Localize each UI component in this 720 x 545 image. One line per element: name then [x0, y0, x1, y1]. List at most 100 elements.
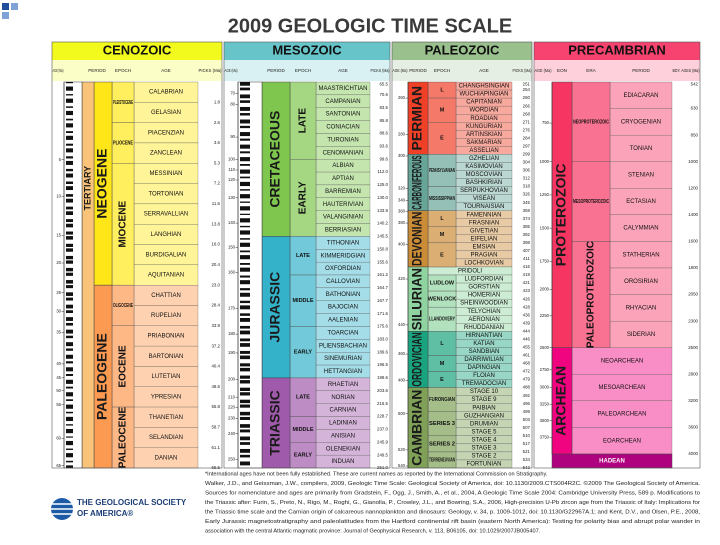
- polarity-stripe: [66, 106, 73, 108]
- polarity-stripe: [240, 355, 250, 360]
- age-name: ALBIAN: [332, 163, 353, 169]
- polarity-stripe: [240, 194, 250, 199]
- period-name: CRETACEOUS: [267, 111, 283, 208]
- axis-tick-label: 90: [230, 134, 235, 139]
- pick: 16.0: [211, 242, 220, 247]
- polarity-stripe: [240, 238, 250, 240]
- age-name: CALABRIAN: [149, 90, 183, 96]
- pick: 276: [523, 127, 531, 132]
- pick: 199.6: [377, 375, 389, 380]
- pick: 33.9: [211, 323, 220, 328]
- epoch-name: PLEISTOCENE: [113, 100, 133, 106]
- pick: 439: [523, 320, 531, 325]
- pick: 510: [523, 433, 531, 438]
- pick: 428: [523, 304, 531, 309]
- polarity-stripe: [240, 125, 250, 129]
- polarity-stripe: [66, 231, 73, 235]
- epoch-cell: [427, 411, 457, 437]
- column-header: EPOCH: [115, 68, 131, 73]
- axis-tick-label: 55: [56, 402, 61, 407]
- pick: 374: [523, 216, 531, 221]
- pick: 3.6: [214, 140, 221, 145]
- age-name: OXFORDIAN: [325, 266, 361, 272]
- epoch-name: OLIGOCENE: [113, 303, 133, 309]
- polarity-stripe: [240, 144, 250, 149]
- polarity-stripe: [66, 236, 73, 240]
- pick: 189.6: [377, 349, 389, 354]
- footnote: the Triassic time scale and the Carnian …: [205, 509, 700, 515]
- polarity-stripe: [66, 118, 73, 121]
- pick: 472: [523, 369, 531, 374]
- age-cell: [609, 188, 673, 216]
- column-header: PERIOD: [267, 68, 285, 73]
- pick: 150.8: [377, 246, 389, 251]
- axis-tick-label: 540: [398, 463, 406, 468]
- pick: 251.0: [377, 465, 389, 470]
- pick: 40.4: [211, 364, 220, 369]
- axis-tick-label: 30: [56, 308, 61, 313]
- column-header-bg: [224, 60, 390, 81]
- epoch-name: L: [440, 341, 444, 347]
- age-name: PRIABONIAN: [147, 334, 184, 340]
- pick: 455: [523, 345, 531, 350]
- axis-tick-label: 140: [228, 220, 236, 225]
- axis-tick-label: 480: [398, 378, 406, 383]
- polarity-stripe: [240, 132, 250, 137]
- polarity-stripe: [240, 255, 250, 260]
- age-name: PIACENZIAN: [148, 130, 184, 136]
- axis-tick-label: 2750: [540, 367, 550, 372]
- polarity-stripe: [66, 342, 73, 347]
- period-name: CARBONIFEROUS: [409, 155, 425, 209]
- axis-tick-label: 40: [56, 361, 61, 366]
- age-name: TREMADOCIAN: [462, 381, 506, 387]
- age-cell: [571, 374, 673, 402]
- pick: 326: [523, 192, 531, 197]
- age-cell: [609, 267, 673, 295]
- polarity-stripe: [66, 160, 73, 165]
- polarity-stripe: [66, 206, 73, 210]
- polarity-stripe: [240, 363, 250, 367]
- age-name: DARRIWILIAN: [464, 357, 503, 363]
- pick: 268: [523, 111, 531, 116]
- polarity-stripe: [240, 411, 250, 416]
- axis-tick-label: 190: [228, 350, 236, 355]
- age-name: DANIAN: [155, 455, 178, 461]
- axis-tick-label: 35: [56, 330, 61, 335]
- age-name: SANTONIAN: [326, 112, 361, 118]
- axis-tick-label: 300: [398, 153, 406, 158]
- age-cell: [609, 241, 673, 269]
- pick: 534: [523, 457, 531, 462]
- polarity-stripe: [240, 305, 250, 310]
- pick: 266: [523, 103, 531, 108]
- polarity-stripe: [66, 297, 73, 301]
- age-name: GORSTIAN: [468, 285, 499, 291]
- polarity-stripe: [240, 201, 250, 203]
- age-name: TELYCHIAN: [467, 309, 500, 315]
- age-name: TOURNAISIAN: [464, 204, 505, 210]
- age-name: RHYACIAN: [626, 305, 657, 311]
- axis-tick-label: 110: [228, 167, 235, 172]
- column-header: PERIOD: [88, 68, 106, 73]
- column-header: EON: [557, 68, 567, 73]
- polarity-stripe: [240, 442, 250, 445]
- polarity-stripe: [240, 338, 250, 342]
- polarity-stripe: [66, 416, 73, 422]
- age-name: TOARCIAN: [328, 330, 359, 336]
- age-name: RUPELIAN: [151, 313, 181, 319]
- axis-tick-label: 750: [542, 120, 550, 125]
- period-name: PALEOGENE: [94, 333, 110, 420]
- epoch-name: M: [440, 232, 445, 238]
- epoch-name: WENLOCK: [428, 297, 456, 303]
- axis-tick-label: 20: [56, 260, 61, 265]
- age-name: MAASTRICHTIAN: [318, 86, 367, 92]
- column-header: AGE (Ma): [53, 68, 64, 73]
- epoch-cell: [427, 387, 457, 412]
- age-name: SELANDIAN: [149, 435, 183, 441]
- epoch-cell: [289, 326, 317, 379]
- footnote: association with the central Atlantic ma…: [205, 528, 541, 534]
- age-name: INDUAN: [331, 459, 354, 465]
- age-name: ROADIAN: [470, 116, 497, 122]
- polarity-stripe: [240, 399, 250, 404]
- epoch-name: LATE: [296, 395, 310, 401]
- polarity-stripe: [240, 288, 250, 291]
